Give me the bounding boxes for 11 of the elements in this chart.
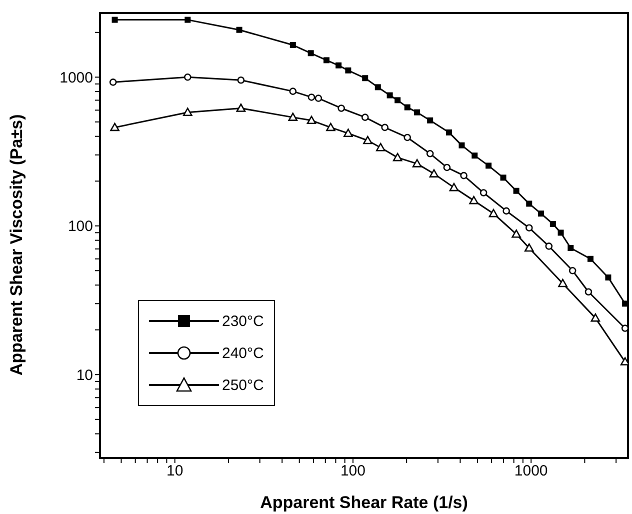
y-axis-title: Apparent Shear Viscosity (Pa±s) <box>7 114 26 376</box>
y-tick-label: 100 <box>68 218 93 236</box>
y-tick-label: 1000 <box>60 69 93 86</box>
x-tick-label: 1000 <box>514 462 548 480</box>
x-tick-label: 10 <box>166 462 184 480</box>
legend-label: 250°C <box>222 376 264 394</box>
x-tick-label: 100 <box>340 462 366 480</box>
legend-label: 230°C <box>222 312 264 330</box>
y-tick-label: 10 <box>76 366 93 384</box>
x-axis-title: Apparent Shear Rate (1/s) <box>260 493 468 512</box>
legend-label: 240°C <box>222 344 264 362</box>
